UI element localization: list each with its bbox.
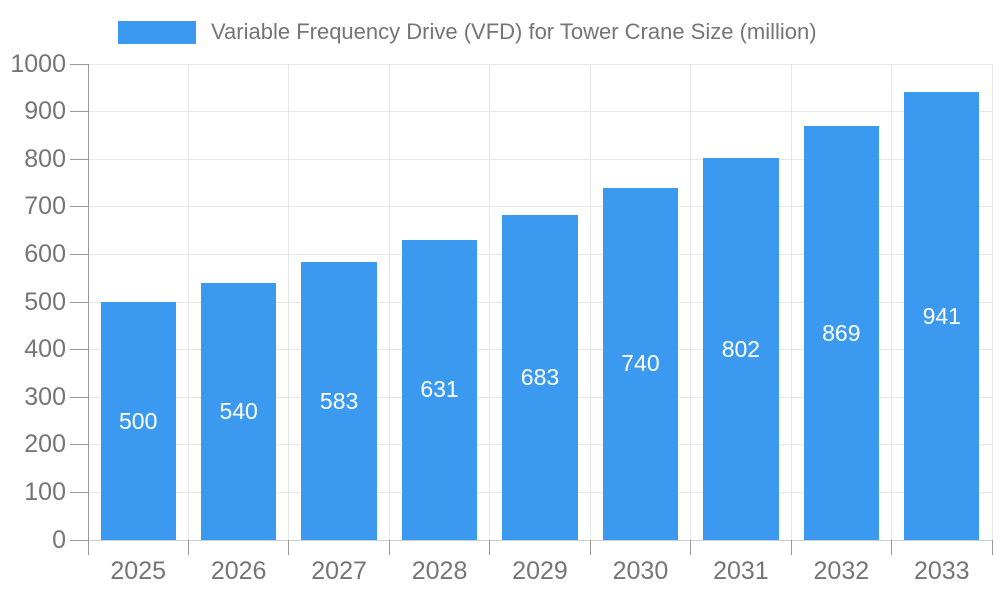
y-axis-label: 700 [24,192,66,221]
y-gridline [88,206,992,208]
x-axis-label: 2025 [110,557,167,585]
x-gridline [589,64,591,540]
x-axis-tick [187,540,189,555]
x-gridline [891,64,893,540]
x-axis-label: 2029 [512,557,568,585]
y-axis-label: 800 [24,144,66,173]
x-axis-tick [891,540,893,555]
y-axis-tick [70,539,88,541]
y-gridline [88,111,992,113]
y-axis-tick [70,301,88,303]
x-gridline [288,64,290,540]
x-gridline [489,64,491,540]
bar-value-label: 941 [922,302,961,329]
y-axis-label: 1000 [10,49,66,78]
y-axis-label: 0 [52,525,66,554]
bar-2026[interactable] [201,282,277,540]
x-axis-label: 2033 [913,557,970,585]
y-axis-tick [70,491,88,493]
x-axis-tick [991,540,993,555]
bar-value-label: 631 [420,376,459,403]
x-axis-tick [589,540,591,555]
x-axis-label: 2028 [411,557,468,585]
y-gridline [88,63,992,65]
bar-value-label: 540 [219,397,258,424]
y-axis-line [87,64,89,540]
x-axis-label: 2031 [713,557,769,585]
x-axis-tick [489,540,491,555]
legend: Variable Frequency Drive (VFD) for Tower… [118,20,817,44]
legend-swatch [118,20,196,44]
y-axis-label: 500 [24,287,66,316]
y-axis-tick [70,396,88,398]
y-axis-label: 400 [24,335,66,364]
bar-2027[interactable] [301,262,377,540]
bar-2029[interactable] [502,214,578,540]
y-axis-label: 100 [24,477,66,506]
bar-2025[interactable] [100,302,176,540]
x-gridline [790,64,792,540]
bar-value-label: 740 [621,350,660,377]
y-axis-label: 900 [24,97,66,126]
y-gridline [88,158,992,160]
x-gridline [187,64,189,540]
legend-label: Variable Frequency Drive (VFD) for Tower… [211,19,817,44]
x-axis-label: 2030 [612,557,669,585]
y-axis-tick [70,206,88,208]
bar-2030[interactable] [602,187,679,540]
x-axis-label: 2032 [813,557,870,585]
x-axis-tick [790,540,792,555]
x-gridline [991,64,993,540]
y-axis-tick [70,158,88,160]
y-axis-label: 300 [24,382,66,411]
bar-value-label: 802 [721,335,761,362]
y-axis-label: 200 [24,430,66,459]
x-axis-label: 2027 [311,557,367,585]
y-axis-label: 600 [24,239,66,268]
bar-2031[interactable] [703,158,779,540]
y-gridline [88,539,992,541]
bar-2028[interactable] [401,239,478,540]
x-gridline [690,64,692,540]
bar-2032[interactable] [803,126,879,540]
bar-value-label: 869 [822,319,861,346]
x-axis-tick [288,540,290,555]
y-axis-tick [70,253,88,255]
bar-2033[interactable] [904,92,980,540]
x-axis-tick [690,540,692,555]
bar-value-label: 500 [119,407,158,434]
y-axis-tick [70,349,88,351]
bar-value-label: 583 [319,387,359,414]
x-axis-tick [388,540,390,555]
y-axis-tick [70,63,88,65]
y-axis-tick [70,111,88,113]
y-axis-tick [70,444,88,446]
bar-value-label: 683 [520,363,560,390]
x-gridline [388,64,390,540]
x-axis-label: 2026 [210,557,267,585]
x-axis-tick [87,540,89,555]
